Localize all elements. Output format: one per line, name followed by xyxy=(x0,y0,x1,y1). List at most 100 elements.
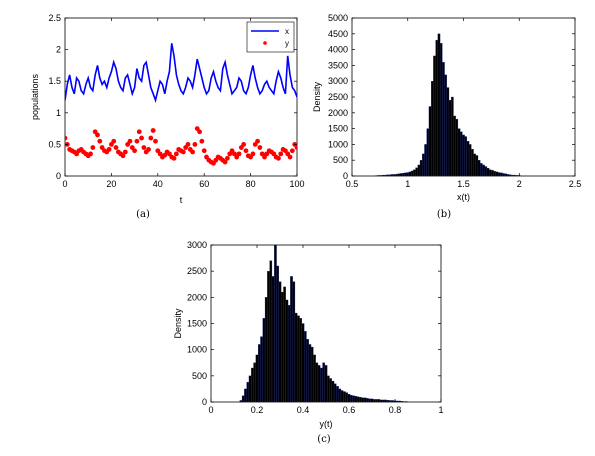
histogram-bar xyxy=(397,173,401,176)
histogram-bar xyxy=(460,131,463,176)
histogram-bar xyxy=(473,153,476,176)
y-tick-label: 1000 xyxy=(187,345,207,355)
histogram-bar xyxy=(280,291,284,402)
histogram-bar xyxy=(399,173,403,176)
legend-x-label: x xyxy=(285,27,289,36)
histogram-bar xyxy=(455,118,459,176)
histogram-bar xyxy=(506,174,510,176)
histogram-bar xyxy=(502,173,505,176)
series-y-marker xyxy=(180,149,186,155)
histogram-bar xyxy=(471,148,474,176)
x-tick-label: 80 xyxy=(246,179,256,189)
histogram-bar xyxy=(462,134,465,176)
series-y-marker xyxy=(171,155,177,161)
histogram-bar xyxy=(262,318,266,402)
histogram-bar xyxy=(482,164,485,176)
panel-b-histogram: 0.5 1 1.5 2 2.5 0 500 1000 1500 2000 2500 3000 3500 4… xyxy=(312,13,581,220)
histogram-bar xyxy=(274,245,277,402)
histogram-bar xyxy=(375,399,378,402)
histogram-bar xyxy=(255,354,259,402)
histogram-bar xyxy=(493,171,496,176)
y-tick-label: 0 xyxy=(56,171,61,181)
histogram-bar xyxy=(488,169,492,176)
series-y-marker xyxy=(192,142,198,147)
x-tick-label: 40 xyxy=(153,179,163,189)
x-tick-label: 0.2 xyxy=(251,405,264,415)
histogram-bar xyxy=(317,365,321,402)
series-y-marker xyxy=(90,145,96,150)
series-y-marker xyxy=(287,154,293,160)
series-y-marker xyxy=(190,149,196,155)
y-axis-label: Density xyxy=(312,81,322,112)
x-tick-label: 20 xyxy=(106,179,116,189)
histogram-bar xyxy=(306,339,309,402)
y-tick-label: 1500 xyxy=(328,124,348,134)
y-tick-label: 1 xyxy=(56,108,61,118)
histogram-bar xyxy=(408,171,412,176)
series-y-marker xyxy=(150,128,156,133)
histogram-bar xyxy=(431,81,434,176)
histogram-bar xyxy=(446,87,450,176)
y-tick-label: 2500 xyxy=(328,92,348,102)
series-y-marker xyxy=(199,138,205,144)
histogram-bar xyxy=(271,276,275,402)
series-y-marker xyxy=(106,147,112,152)
histogram-bar xyxy=(424,144,427,176)
histogram-bar xyxy=(437,33,441,176)
histogram-bar xyxy=(352,395,355,402)
series-y-marker xyxy=(153,138,158,144)
histogram-bar xyxy=(290,276,293,402)
legend-box xyxy=(246,21,295,53)
histogram-bar xyxy=(372,399,376,402)
series-y-marker xyxy=(148,135,154,141)
series-y-marker xyxy=(113,145,119,150)
series-y-marker xyxy=(141,145,147,150)
series-y-marker xyxy=(111,138,117,144)
x-tick-label: 0 xyxy=(208,405,213,415)
histogram-bar xyxy=(404,172,407,176)
histogram-bar xyxy=(368,398,371,402)
x-tick-label: 1 xyxy=(438,405,443,415)
series-y-marker xyxy=(136,129,142,135)
x-axis-label: x(t) xyxy=(457,192,470,202)
series-y-marker xyxy=(225,155,230,161)
histogram-bar xyxy=(388,174,392,176)
histogram-bar xyxy=(349,395,353,402)
histogram-bar xyxy=(466,141,470,176)
histogram-bar xyxy=(253,362,257,402)
series-y-marker xyxy=(257,145,263,150)
histogram-bar xyxy=(283,286,286,402)
histogram-bar xyxy=(278,281,282,402)
y-tick-label: 500 xyxy=(192,371,207,381)
histogram-bar xyxy=(395,400,399,402)
y-tick-label: 2 xyxy=(56,45,61,55)
histogram-bar xyxy=(359,397,362,402)
series-y-marker xyxy=(122,149,128,155)
series-y-marker xyxy=(201,148,207,154)
histogram-bar xyxy=(251,367,254,402)
series-y-marker xyxy=(97,138,103,144)
series-y-marker xyxy=(88,151,93,157)
series-y-marker xyxy=(243,148,249,154)
histogram-bar xyxy=(515,175,519,176)
legend-y-swatch xyxy=(263,41,267,45)
histogram-bar xyxy=(363,397,367,402)
series-y-marker xyxy=(146,147,151,152)
series-y-marker xyxy=(294,145,297,150)
x-tick-label: 2 xyxy=(517,179,522,189)
x-tick-label: 2.5 xyxy=(569,179,582,189)
y-tick-label: 1500 xyxy=(187,319,207,329)
histogram-bar xyxy=(384,399,388,402)
histogram-bar xyxy=(419,160,423,176)
histogram-bar xyxy=(324,365,328,402)
histogram-bar xyxy=(354,396,358,402)
histogram-bar xyxy=(386,174,389,176)
histogram-bar xyxy=(331,380,335,402)
histogram-bar xyxy=(322,362,325,402)
x-axis-label: t xyxy=(180,195,183,205)
y-tick-label: 2500 xyxy=(187,266,207,276)
histogram-bar xyxy=(377,175,381,176)
y-tick-label: 1000 xyxy=(328,139,348,149)
y-tick-label: 5000 xyxy=(328,13,348,23)
histogram-bar xyxy=(410,170,414,176)
